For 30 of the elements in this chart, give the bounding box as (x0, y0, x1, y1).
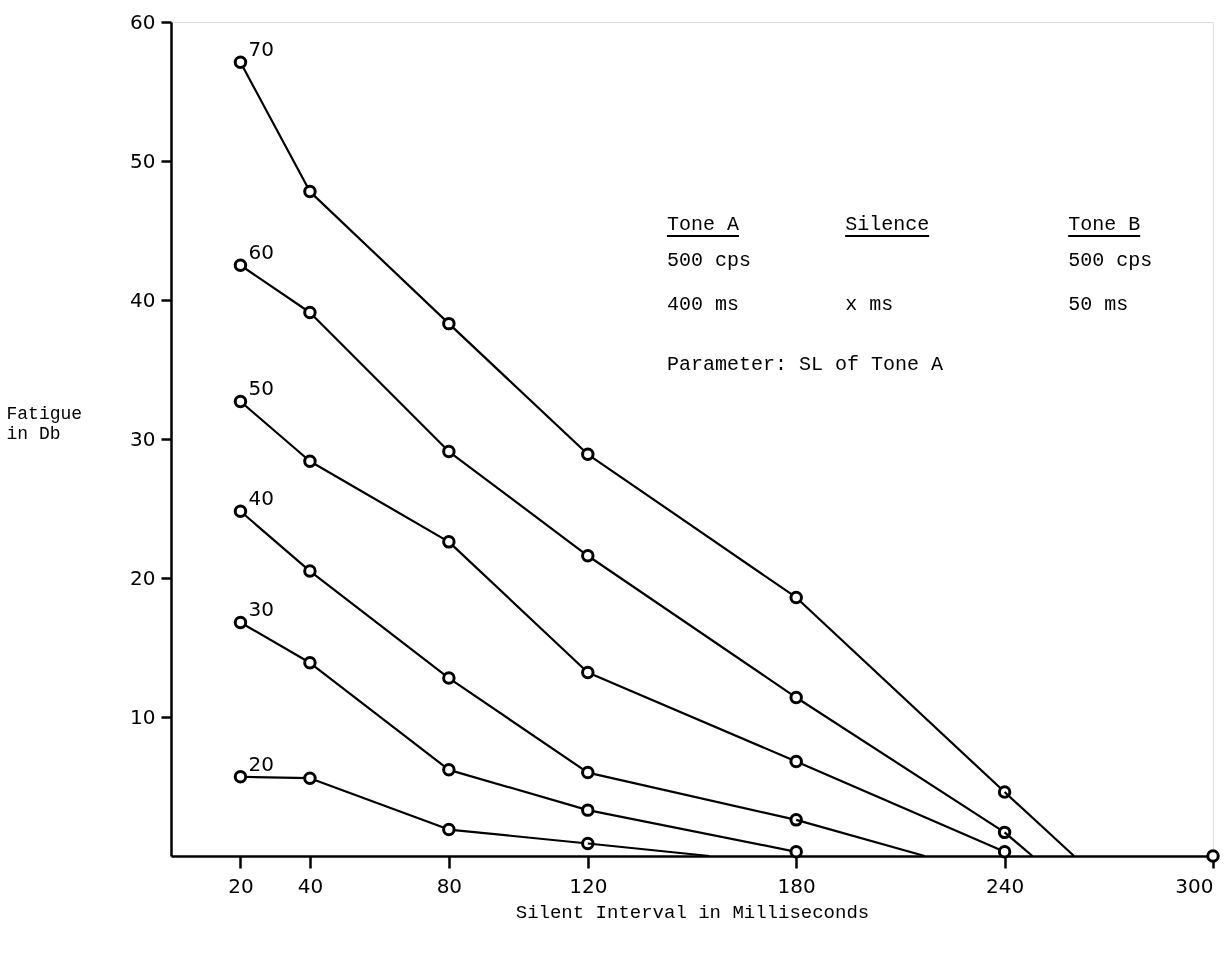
series-label: 40 (248, 486, 274, 511)
series-label: 50 (248, 376, 274, 401)
x-tick-label: 300 (1175, 873, 1214, 898)
series-label: 70 (248, 37, 274, 62)
series-label: 30 (248, 597, 274, 622)
y-tick-label: 50 (130, 148, 156, 173)
annotation: 500 cps (666, 249, 752, 272)
x-tick-label: 240 (986, 873, 1025, 898)
y-tick-label: 10 (130, 704, 156, 729)
series-label: 60 (248, 240, 274, 265)
y-tick-label: 20 (130, 565, 156, 590)
annotation: Silence (845, 213, 930, 236)
x-tick-label: 40 (297, 873, 324, 898)
annotation: x ms (845, 293, 894, 316)
y-tick-label: 30 (130, 426, 156, 451)
annotation: Parameter: SL of Tone A (666, 353, 944, 376)
annotation: Tone B (1068, 213, 1141, 236)
x-tick-label: 120 (569, 873, 608, 898)
x-tick-label: 180 (777, 873, 816, 898)
annotation: Tone A (666, 213, 740, 236)
annotation: 50 ms (1068, 293, 1129, 316)
x-tick-label: 80 (436, 873, 463, 898)
y-axis-title: Fatigue in Db (6, 403, 83, 444)
y-tick-label: 40 (130, 287, 156, 312)
series-label: 20 (248, 751, 274, 776)
y-tick-label: 60 (130, 9, 156, 34)
x-axis-title: Silent Interval in Milliseconds (515, 901, 870, 924)
x-tick-label: 20 (228, 873, 254, 898)
annotation: 500 cps (1068, 249, 1153, 272)
annotation: 400 ms (666, 293, 740, 316)
